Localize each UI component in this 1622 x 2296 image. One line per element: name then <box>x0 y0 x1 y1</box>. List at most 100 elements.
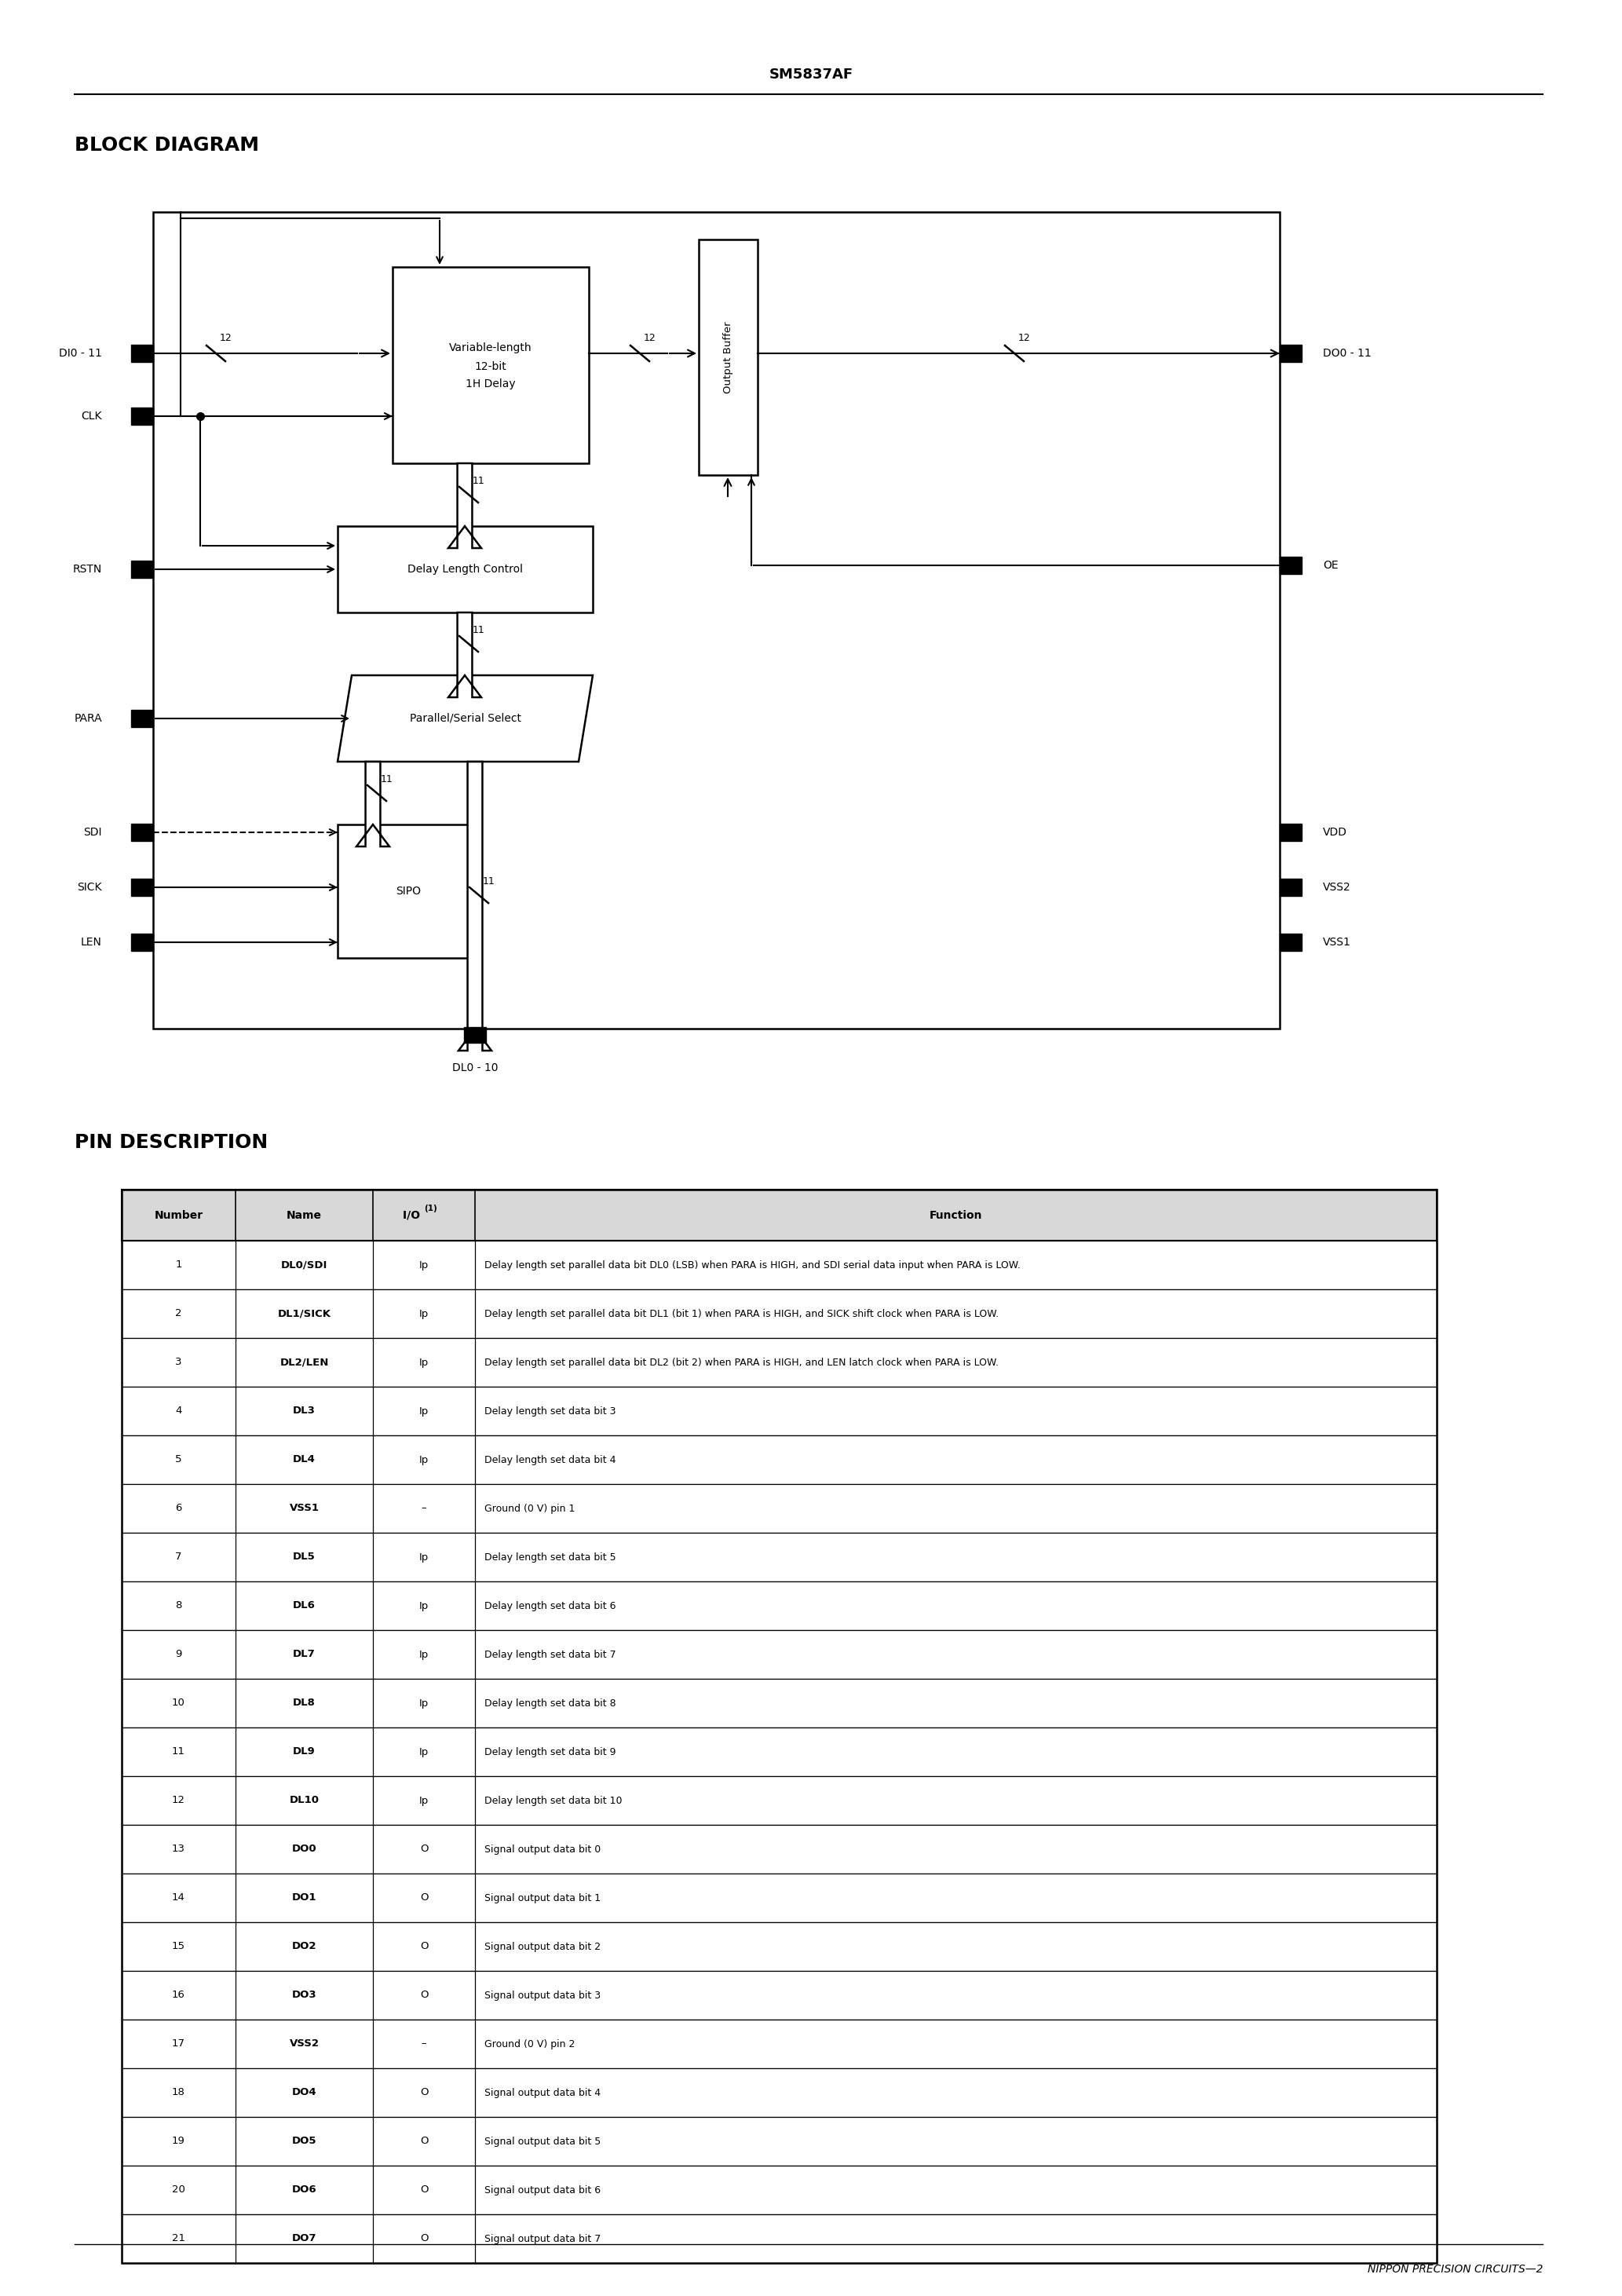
Text: Ip: Ip <box>418 1795 428 1805</box>
Text: DL8: DL8 <box>294 1699 316 1708</box>
Bar <box>337 824 478 957</box>
Bar <box>131 709 152 728</box>
Text: DO3: DO3 <box>292 1991 316 2000</box>
Text: DL0 - 10: DL0 - 10 <box>453 1063 498 1075</box>
Text: Delay length set data bit 6: Delay length set data bit 6 <box>485 1600 616 1612</box>
Text: –: – <box>422 1504 427 1513</box>
Text: Delay length set parallel data bit DL2 (bit 2) when PARA is HIGH, and LEN latch : Delay length set parallel data bit DL2 (… <box>485 1357 999 1368</box>
Text: 9: 9 <box>175 1649 182 1660</box>
Polygon shape <box>448 613 482 698</box>
Text: –: – <box>422 2039 427 2048</box>
Text: BLOCK DIAGRAM: BLOCK DIAGRAM <box>75 135 260 154</box>
Text: DO6: DO6 <box>292 2186 316 2195</box>
Text: LEN: LEN <box>81 937 102 948</box>
Text: OE: OE <box>1324 560 1338 572</box>
Bar <box>393 266 589 464</box>
Text: Delay length set parallel data bit DL0 (LSB) when PARA is HIGH, and SDI serial d: Delay length set parallel data bit DL0 (… <box>485 1261 1020 1270</box>
Bar <box>131 344 152 363</box>
Text: Ground (0 V) pin 1: Ground (0 V) pin 1 <box>485 1504 574 1513</box>
Text: DL1/SICK: DL1/SICK <box>277 1309 331 1318</box>
Text: VSS2: VSS2 <box>289 2039 320 2048</box>
Bar <box>131 824 152 840</box>
Bar <box>122 2020 1437 2069</box>
Text: Ip: Ip <box>418 1405 428 1417</box>
Bar <box>1280 879 1302 895</box>
Text: 12: 12 <box>644 333 657 342</box>
Bar <box>131 560 152 579</box>
Polygon shape <box>459 762 491 1052</box>
Text: Delay Length Control: Delay Length Control <box>407 565 522 574</box>
Text: Output Buffer: Output Buffer <box>723 321 733 393</box>
Text: 16: 16 <box>172 1991 185 2000</box>
Text: I/O: I/O <box>402 1210 423 1221</box>
Text: Signal output data bit 1: Signal output data bit 1 <box>485 1892 600 1903</box>
Text: Delay length set data bit 5: Delay length set data bit 5 <box>485 1552 616 1561</box>
Bar <box>122 1970 1437 2020</box>
Text: DL4: DL4 <box>294 1456 316 1465</box>
Text: Signal output data bit 5: Signal output data bit 5 <box>485 2135 600 2147</box>
Bar <box>122 1922 1437 1970</box>
Text: O: O <box>420 2234 428 2243</box>
Text: Variable-length: Variable-length <box>449 342 532 354</box>
Text: 1: 1 <box>175 1261 182 1270</box>
Text: Ip: Ip <box>418 1552 428 1561</box>
Text: 4: 4 <box>175 1405 182 1417</box>
Text: 2: 2 <box>175 1309 182 1318</box>
Bar <box>122 1727 1437 1777</box>
Text: Ground (0 V) pin 2: Ground (0 V) pin 2 <box>485 2039 574 2048</box>
Text: (1): (1) <box>423 1205 436 1212</box>
Text: SICK: SICK <box>78 882 102 893</box>
Text: 5: 5 <box>175 1456 182 1465</box>
Text: O: O <box>420 1991 428 2000</box>
Bar <box>122 2069 1437 2117</box>
Bar <box>464 1026 487 1042</box>
Bar <box>122 1874 1437 1922</box>
Text: Signal output data bit 6: Signal output data bit 6 <box>485 2186 600 2195</box>
Text: O: O <box>420 2135 428 2147</box>
Text: Delay length set data bit 4: Delay length set data bit 4 <box>485 1456 616 1465</box>
Bar <box>122 1339 1437 1387</box>
Bar <box>699 239 757 475</box>
Text: O: O <box>420 2186 428 2195</box>
Text: Ip: Ip <box>418 1699 428 1708</box>
Bar <box>152 211 1280 1029</box>
Text: PIN DESCRIPTION: PIN DESCRIPTION <box>75 1134 268 1153</box>
Text: DO4: DO4 <box>292 2087 316 2099</box>
Text: 14: 14 <box>172 1892 185 1903</box>
Bar <box>1280 344 1302 363</box>
Text: O: O <box>420 1892 428 1903</box>
Text: NIPPON PRECISION CIRCUITS—2: NIPPON PRECISION CIRCUITS—2 <box>1367 2264 1543 2275</box>
Text: O: O <box>420 2087 428 2099</box>
Text: DL9: DL9 <box>294 1747 316 1756</box>
Bar <box>122 1825 1437 1874</box>
Text: DL10: DL10 <box>289 1795 320 1805</box>
Text: O: O <box>420 1844 428 1855</box>
Text: Delay length set data bit 8: Delay length set data bit 8 <box>485 1699 616 1708</box>
Bar <box>122 2213 1437 2264</box>
Text: VDD: VDD <box>1324 827 1348 838</box>
Text: VSS1: VSS1 <box>1324 937 1351 948</box>
Text: 20: 20 <box>172 2186 185 2195</box>
Bar <box>131 879 152 895</box>
Polygon shape <box>357 762 389 847</box>
Text: 11: 11 <box>172 1747 185 1756</box>
Text: DL6: DL6 <box>294 1600 316 1612</box>
Text: DO5: DO5 <box>292 2135 316 2147</box>
Text: Signal output data bit 4: Signal output data bit 4 <box>485 2087 600 2099</box>
Bar <box>122 1483 1437 1534</box>
Text: 18: 18 <box>172 2087 185 2099</box>
Text: Ip: Ip <box>418 1309 428 1318</box>
Text: Name: Name <box>287 1210 321 1221</box>
Text: Delay length set data bit 3: Delay length set data bit 3 <box>485 1405 616 1417</box>
Text: 12: 12 <box>221 333 232 342</box>
Text: Delay length set data bit 7: Delay length set data bit 7 <box>485 1649 616 1660</box>
Text: 12: 12 <box>172 1795 185 1805</box>
Text: VSS2: VSS2 <box>1324 882 1351 893</box>
Polygon shape <box>337 675 592 762</box>
Text: 19: 19 <box>172 2135 185 2147</box>
Bar <box>337 526 592 613</box>
Bar <box>131 406 152 425</box>
Text: Ip: Ip <box>418 1261 428 1270</box>
Text: 8: 8 <box>175 1600 182 1612</box>
Text: Signal output data bit 3: Signal output data bit 3 <box>485 1991 600 2000</box>
